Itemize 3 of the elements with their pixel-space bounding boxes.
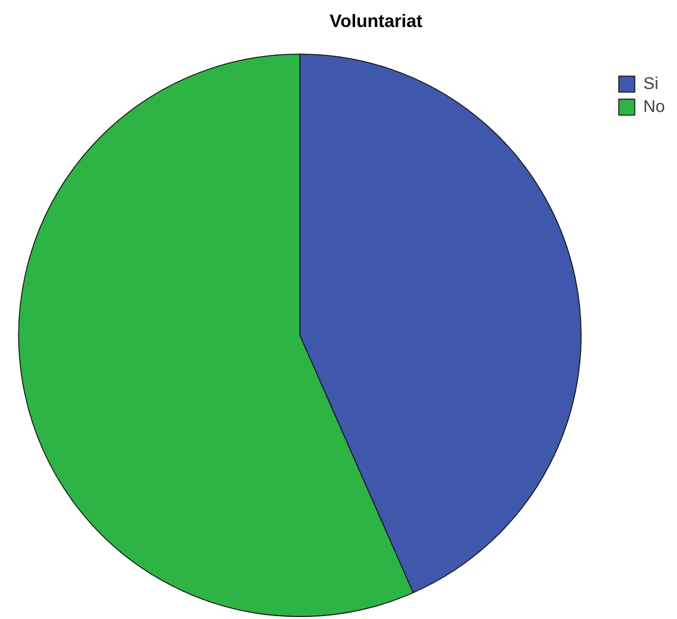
legend-label: Si [643, 74, 658, 93]
legend-label: No [643, 96, 666, 116]
chart-title: Voluntariat [330, 10, 422, 31]
